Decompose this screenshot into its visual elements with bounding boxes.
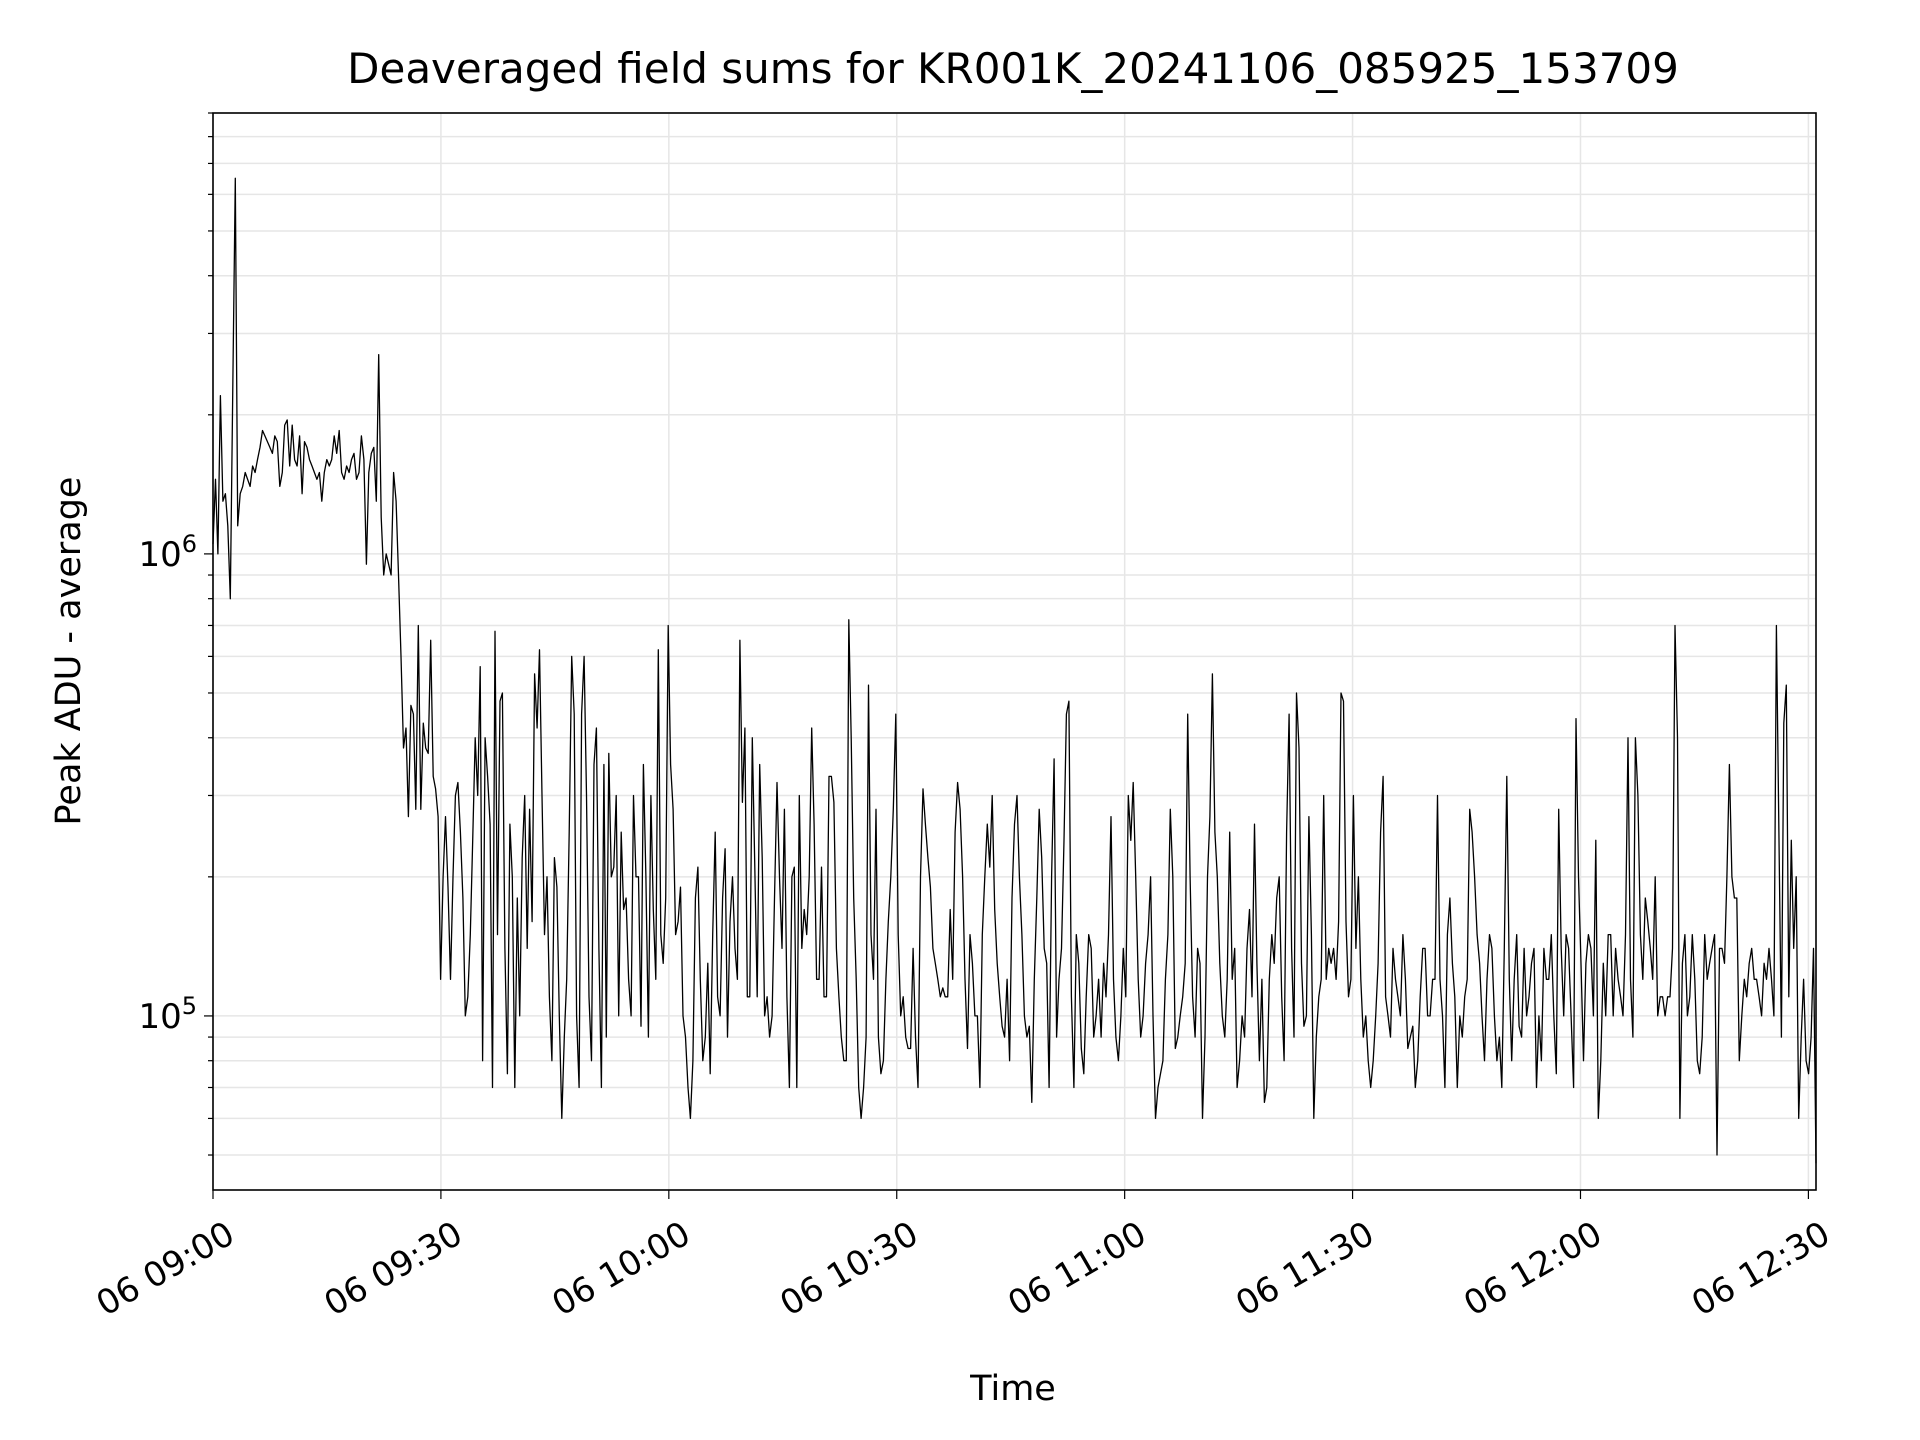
y-axis-label: Peak ADU - average bbox=[49, 477, 89, 826]
y-tick-label: 106 bbox=[138, 530, 197, 575]
series-line bbox=[212, 177, 1817, 1164]
series-layer bbox=[212, 177, 1817, 1164]
chart-title: Deaveraged field sums for KR001K_2024110… bbox=[347, 44, 1679, 93]
y-tick-label: 105 bbox=[138, 992, 197, 1037]
x-axis-label: Time bbox=[969, 1369, 1056, 1409]
plot-frame bbox=[212, 112, 1817, 1191]
